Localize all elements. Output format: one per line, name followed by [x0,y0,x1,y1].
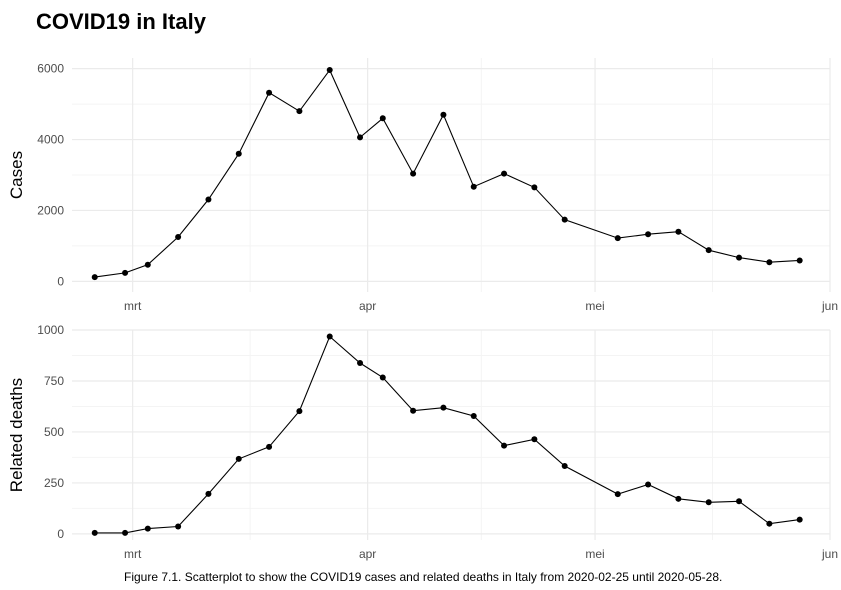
data-point [205,490,212,497]
data-point [561,462,568,469]
data-point [266,89,273,96]
data-point [675,495,682,502]
figure-caption: Figure 7.1. Scatterplot to show the COVI… [124,570,723,584]
chart-title: COVID19 in Italy [36,9,206,34]
data-point [675,228,682,235]
data-point [91,274,98,281]
data-point [645,231,652,238]
data-point [736,498,743,505]
data-point [144,525,151,532]
series-line [94,335,800,534]
data-point [326,67,333,74]
data-point [796,257,803,264]
data-point [531,184,538,191]
data-point [440,404,447,411]
data-point [766,259,773,266]
y-tick-label: 750 [44,374,64,388]
data-point [175,523,182,530]
data-point [614,235,621,242]
data-point [266,443,273,450]
data-point [122,269,129,276]
data-point [614,491,621,498]
x-tick-label: mrt [124,547,142,561]
y-tick-label: 6000 [37,62,64,76]
data-point [296,408,303,415]
data-point [796,516,803,523]
data-point [645,481,652,488]
data-point [122,529,129,536]
data-point [501,170,508,177]
x-tick-label: jun [821,299,838,313]
data-point [175,234,182,241]
data-point [705,499,712,506]
series-line [94,69,800,278]
data-point [235,150,242,157]
data-point [326,333,333,340]
x-tick-label: mei [585,547,604,561]
data-point [470,183,477,190]
y-tick-label: 2000 [37,203,64,217]
data-point [410,407,417,414]
deaths-panel: 0 250 500 750 1000 mrt apr mei jun Related deaths [7,323,838,561]
data-point [357,134,364,141]
data-point [357,360,364,367]
x-tick-label: jun [821,547,838,561]
data-point [440,111,447,118]
y-tick-label: 1000 [37,323,64,337]
data-point [144,261,151,268]
y-tick-label: 4000 [37,133,64,147]
data-point [91,529,98,536]
y-axis-title: Cases [7,151,26,199]
y-tick-label: 0 [57,274,64,288]
data-point [379,374,386,381]
data-point [235,455,242,462]
y-tick-label: 250 [44,476,64,490]
y-tick-label: 500 [44,425,64,439]
data-point [766,520,773,527]
x-tick-label: mei [585,299,604,313]
y-tick-label: 0 [57,527,64,541]
data-point [379,115,386,122]
y-axis-title: Related deaths [7,378,26,492]
x-tick-label: mrt [124,299,142,313]
data-point [531,436,538,443]
data-point [470,413,477,420]
data-point [736,254,743,261]
data-point [296,108,303,115]
x-tick-label: apr [359,299,376,313]
cases-panel: 0 2000 4000 6000 mrt apr mei jun Cases [7,58,838,313]
data-point [205,196,212,203]
data-point [561,216,568,223]
data-point [410,170,417,177]
data-point [501,442,508,449]
x-tick-label: apr [359,547,376,561]
data-point [705,247,712,254]
